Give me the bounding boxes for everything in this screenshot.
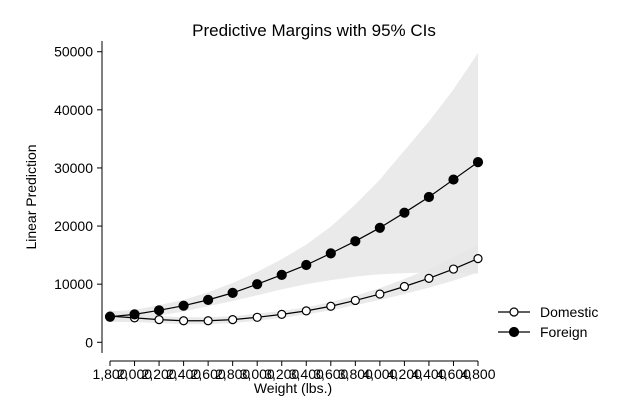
x-tick-label: 2,400 — [166, 366, 201, 382]
data-point-foreign — [448, 174, 459, 185]
x-tick-label: 4,400 — [411, 366, 446, 382]
data-point-foreign — [423, 191, 435, 203]
x-tick-label: 3,600 — [313, 366, 348, 382]
data-point-foreign — [350, 236, 361, 247]
data-point-domestic — [399, 281, 409, 292]
x-tick-label: 3,800 — [338, 366, 373, 382]
series-line-foreign — [109, 161, 479, 318]
legend-label-domestic: Domestic — [540, 304, 598, 320]
legend-marker-domestic — [509, 307, 519, 317]
series-lines — [104, 157, 484, 326]
x-tick-label: 2,600 — [191, 366, 226, 382]
ci-band-foreign — [110, 52, 478, 322]
x-tick-label: 4,600 — [436, 366, 471, 382]
y-tick-label: 10000 — [54, 276, 93, 292]
data-point-foreign — [129, 309, 140, 320]
x-tick-label: 3,000 — [240, 366, 275, 382]
data-point-foreign — [203, 294, 214, 305]
x-tick-label: 1,800 — [92, 366, 127, 382]
data-point-domestic — [473, 254, 483, 264]
data-point-foreign — [325, 248, 336, 259]
y-axis-label: Linear Prediction — [23, 144, 39, 249]
x-tick-label: 2,200 — [142, 366, 177, 382]
data-point-domestic — [277, 309, 287, 319]
data-point-domestic — [301, 306, 311, 316]
x-tick-label: 3,400 — [289, 366, 324, 382]
series-line-domestic — [109, 258, 479, 322]
x-tick-label: 2,000 — [117, 366, 152, 382]
axes: 0 10000 20000 30000 40000 50000 1,8002,0002,20… — [54, 41, 496, 382]
legend-marker-foreign — [508, 326, 520, 338]
data-point-domestic — [326, 301, 336, 311]
data-point-domestic — [179, 316, 189, 326]
x-tick-label: 4,000 — [362, 366, 397, 382]
y-tick-label: 30000 — [54, 160, 93, 176]
data-point-domestic — [203, 316, 213, 326]
data-point-foreign — [178, 300, 189, 311]
data-point-domestic — [154, 315, 164, 325]
data-point-domestic — [350, 295, 360, 306]
data-point-foreign — [399, 207, 410, 218]
y-tick-label: 0 — [85, 334, 93, 350]
x-tick-label: 4,200 — [387, 366, 422, 382]
data-point-foreign — [374, 222, 385, 233]
x-tick-label: 2,800 — [215, 366, 250, 382]
y-tick-label: 20000 — [54, 218, 93, 234]
data-point-domestic — [448, 264, 459, 274]
data-point-foreign — [227, 287, 238, 298]
legend: Domestic Foreign — [498, 304, 598, 340]
x-tick-label: 4,800 — [460, 366, 495, 382]
data-point-domestic — [375, 289, 385, 299]
y-tick-label: 40000 — [54, 102, 93, 118]
data-point-domestic — [252, 312, 262, 322]
data-point-foreign — [472, 157, 484, 168]
data-point-foreign — [301, 259, 312, 271]
x-tick-label: 3,200 — [264, 366, 299, 382]
data-point-domestic — [228, 315, 238, 325]
x-axis-label: Weight (lbs.) — [254, 380, 332, 396]
chart-title: Predictive Margins with 95% CIs — [192, 21, 436, 40]
data-point-domestic — [424, 273, 434, 283]
y-tick-label: 50000 — [54, 44, 93, 60]
legend-label-foreign: Foreign — [540, 324, 587, 340]
data-point-foreign — [252, 279, 263, 290]
data-point-foreign — [104, 311, 116, 322]
data-point-foreign — [153, 305, 165, 316]
data-point-foreign — [276, 269, 287, 280]
